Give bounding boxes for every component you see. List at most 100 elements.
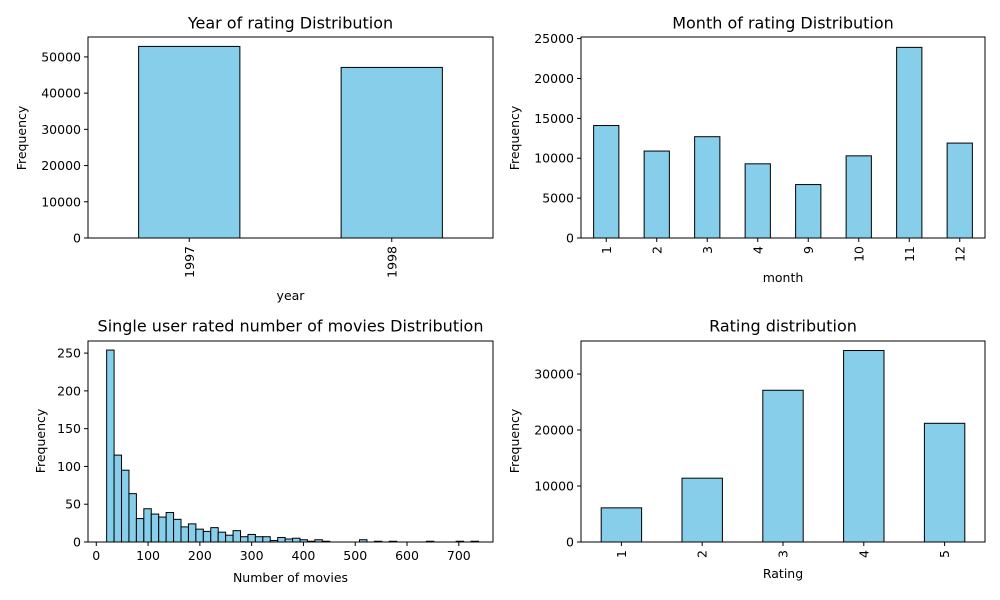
- histogram-bar: [121, 469, 130, 543]
- histogram-bar: [143, 508, 152, 543]
- x-tick-label: 0: [92, 548, 100, 563]
- y-axis-ticks: 0 10000 20000 30000 40000 50000: [41, 49, 88, 246]
- y-tick-label: 40000: [41, 86, 81, 101]
- x-tick-label: 200: [188, 548, 212, 563]
- bar: [694, 136, 721, 239]
- bar: [681, 477, 723, 543]
- y-tick-label: 10000: [534, 479, 574, 494]
- y-tick-label: 20000: [534, 423, 574, 438]
- y-tick-label: 150: [57, 421, 81, 436]
- x-tick-label: 4: [856, 550, 871, 558]
- x-tick-label: 500: [343, 548, 367, 563]
- x-tick-label: 400: [292, 548, 316, 563]
- histogram-bar: [232, 530, 242, 543]
- x-tick-label: 2: [649, 246, 664, 254]
- histogram-bar: [187, 523, 197, 543]
- x-tick-label: 12: [952, 246, 967, 262]
- histogram-bar: [292, 537, 301, 543]
- chart-title: Year of rating Distribution: [187, 14, 393, 33]
- chart-title: Single user rated number of movies Distr…: [98, 317, 484, 336]
- y-tick-label: 50000: [41, 49, 81, 64]
- bar: [340, 66, 443, 239]
- histogram-bar: [173, 518, 182, 543]
- chart-year-of-rating: Year of rating Distribution 0 10000 20000 3…: [14, 14, 494, 303]
- y-tick-label: 0: [73, 535, 81, 550]
- x-axis-ticks: 1 2 3 4 9 10 11 12: [599, 238, 967, 262]
- bar: [744, 163, 771, 239]
- x-tick-label: 1997: [182, 246, 197, 278]
- histogram-bar: [262, 536, 271, 543]
- y-tick-label: 30000: [41, 122, 81, 137]
- y-tick-label: 0: [566, 535, 574, 550]
- histogram-bar: [240, 536, 249, 543]
- y-tick-label: 30000: [534, 367, 574, 382]
- axes-frame: [87, 36, 494, 239]
- axes-frame: [580, 36, 986, 239]
- x-axis-ticks: 1997 1998: [182, 238, 399, 278]
- y-tick-label: 50: [65, 497, 81, 512]
- y-tick-label: 200: [57, 383, 81, 398]
- x-tick-label: 3: [700, 246, 715, 254]
- chart-month-of-rating: Month of rating Distribution 0 5000 10000 1…: [507, 14, 986, 285]
- histogram-bar: [113, 454, 123, 543]
- axes-frame: [87, 340, 494, 543]
- x-tick-label: 10: [851, 246, 866, 262]
- bars: [600, 350, 966, 543]
- y-axis-ticks: 0 50 100 150 200 250: [57, 346, 88, 550]
- x-tick-label: 11: [902, 246, 917, 262]
- x-tick-label: 100: [136, 548, 160, 563]
- bar: [593, 125, 620, 239]
- histogram-bar: [202, 530, 212, 543]
- chart-title: Rating distribution: [709, 317, 857, 336]
- y-tick-label: 0: [73, 231, 81, 246]
- x-tick-label: 600: [395, 548, 419, 563]
- histogram-bar: [254, 536, 264, 543]
- x-axis-label: Number of movies: [233, 570, 348, 585]
- y-axis-label: Frequency: [14, 105, 29, 170]
- x-tick-label: 300: [240, 548, 264, 563]
- y-axis-ticks: 0 5000 10000 15000 20000 25000: [534, 31, 581, 246]
- x-axis-ticks: 1 2 3 4 5: [614, 542, 952, 558]
- x-axis-ticks: 0 100 200 300 400 500 600 700: [92, 542, 471, 563]
- bar: [946, 142, 973, 239]
- y-tick-label: 5000: [542, 191, 574, 206]
- y-tick-label: 20000: [41, 158, 81, 173]
- x-axis-label: month: [763, 270, 804, 285]
- bar: [138, 45, 241, 239]
- chart-title: Month of rating Distribution: [672, 14, 894, 33]
- x-tick-label: 4: [750, 246, 765, 254]
- histogram-bar: [106, 349, 115, 543]
- x-tick-label: 5: [937, 550, 952, 558]
- x-tick-label: 2: [695, 550, 710, 558]
- y-tick-label: 20000: [534, 71, 574, 86]
- bar: [845, 155, 872, 239]
- y-tick-label: 25000: [534, 31, 574, 46]
- histogram-bar: [180, 526, 189, 543]
- y-axis-label: Frequency: [507, 105, 522, 170]
- histogram-bar: [165, 512, 175, 543]
- histogram-bar: [135, 518, 145, 543]
- y-tick-label: 15000: [534, 111, 574, 126]
- histogram-bar: [158, 516, 167, 543]
- x-tick-label: 1: [614, 550, 629, 558]
- bar: [795, 184, 822, 239]
- bars: [138, 45, 443, 239]
- x-tick-label: 1998: [384, 246, 399, 278]
- x-tick-label: 1: [599, 246, 614, 254]
- y-axis-label: Frequency: [33, 408, 48, 473]
- histogram-bar: [277, 536, 286, 543]
- histogram-bar: [217, 531, 227, 543]
- bar: [600, 507, 643, 543]
- bar: [643, 150, 670, 239]
- y-tick-label: 250: [57, 346, 81, 361]
- histogram-bar: [247, 533, 256, 543]
- x-axis-label: year: [277, 288, 306, 303]
- y-tick-label: 0: [566, 231, 574, 246]
- y-tick-label: 10000: [41, 194, 81, 209]
- histogram-bar: [225, 534, 234, 543]
- y-tick-label: 10000: [534, 151, 574, 166]
- bar: [843, 350, 885, 543]
- histogram-bar: [195, 528, 204, 543]
- y-tick-label: 100: [57, 459, 81, 474]
- y-axis-label: Frequency: [507, 408, 522, 473]
